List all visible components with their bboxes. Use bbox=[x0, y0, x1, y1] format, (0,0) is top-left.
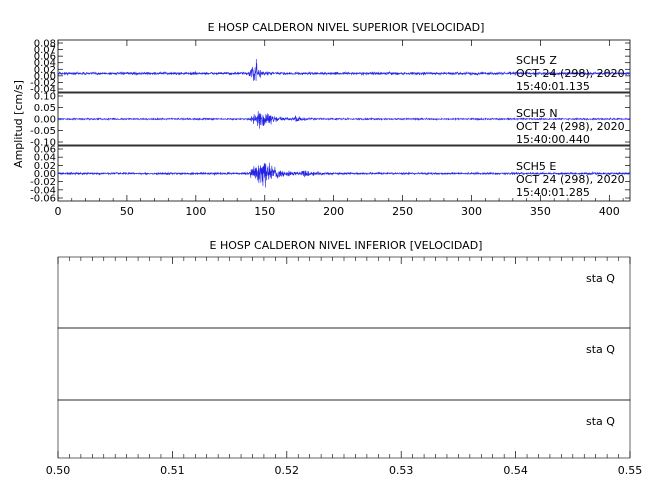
x-tick-label: 0.53 bbox=[389, 464, 414, 477]
y-tick-label: 0.10 bbox=[34, 92, 56, 103]
bottom-trace-panel-3: sta Q bbox=[57, 399, 631, 459]
y-tick-label: 0.02 bbox=[34, 65, 56, 76]
waveform-trace-n bbox=[57, 111, 631, 129]
bottom-trace-panel-2: sta Q bbox=[57, 327, 631, 401]
x-tick-label: 250 bbox=[392, 205, 413, 218]
y-tick-label: 0.00 bbox=[34, 71, 56, 82]
y-tick-label: 0.06 bbox=[34, 145, 56, 156]
x-tick-label: 0.52 bbox=[275, 464, 300, 477]
top-trace-panel-3: 0.060.040.020.00-0.02-0.04-0.06 SCH5 EOCT… bbox=[30, 145, 631, 205]
x-tick-label: 150 bbox=[254, 205, 275, 218]
trace-station-label: SCH5 E bbox=[516, 160, 556, 173]
y-tick-label: 0.04 bbox=[34, 153, 56, 164]
trace-station-label: sta Q bbox=[586, 272, 615, 285]
y-tick-label: 0.06 bbox=[34, 52, 56, 63]
y-tick-label: 0.04 bbox=[34, 58, 56, 69]
waveform-trace-z bbox=[57, 58, 631, 82]
bottom-chart-title: E HOSP CALDERON NIVEL INFERIOR [VELOCIDA… bbox=[210, 239, 483, 252]
waveform-trace-e bbox=[57, 162, 631, 188]
y-tick-label: 0.00 bbox=[34, 169, 56, 180]
trace-station-label: SCH5 Z bbox=[516, 54, 557, 67]
trace-time-label: 15:40:01.135 bbox=[516, 80, 590, 93]
x-tick-label: 350 bbox=[530, 205, 551, 218]
x-tick-label: 0 bbox=[55, 205, 62, 218]
y-tick-label: 0.02 bbox=[34, 161, 56, 172]
x-tick-label: 50 bbox=[120, 205, 134, 218]
y-tick-label: -0.02 bbox=[30, 177, 56, 188]
x-tick-label: 0.54 bbox=[503, 464, 528, 477]
top-chart-title: E HOSP CALDERON NIVEL SUPERIOR [VELOCIDA… bbox=[208, 21, 485, 34]
trace-time-label: 15:40:01.285 bbox=[516, 186, 590, 199]
top-y-axis-label: Amplitud [cm/s] bbox=[12, 80, 25, 168]
panel-frame bbox=[57, 327, 631, 401]
panel-frame bbox=[57, 399, 631, 459]
y-tick-label: -0.02 bbox=[30, 78, 56, 89]
y-tick-label: 0.07 bbox=[34, 45, 56, 56]
trace-date-label: OCT 24 (298), 2020 bbox=[516, 67, 625, 80]
x-tick-label: 300 bbox=[461, 205, 482, 218]
trace-station-label: SCH5 N bbox=[516, 107, 558, 120]
panel-frame bbox=[57, 39, 631, 93]
x-tick-label: 0.50 bbox=[46, 464, 71, 477]
trace-time-label: 15:40:00.440 bbox=[516, 133, 590, 146]
x-tick-label: 400 bbox=[599, 205, 620, 218]
x-tick-label: 0.51 bbox=[160, 464, 185, 477]
y-tick-label: -0.04 bbox=[30, 85, 56, 96]
top-chart: E HOSP CALDERON NIVEL SUPERIOR [VELOCIDA… bbox=[12, 21, 631, 218]
x-tick-label: 200 bbox=[323, 205, 344, 218]
trace-station-label: sta Q bbox=[586, 415, 615, 428]
y-tick-label: 0.00 bbox=[34, 115, 56, 126]
y-tick-label: 0.08 bbox=[34, 39, 56, 50]
y-tick-label: -0.10 bbox=[30, 138, 56, 149]
y-tick-label: -0.04 bbox=[30, 185, 56, 196]
trace-station-label: sta Q bbox=[586, 343, 615, 356]
y-tick-label: -0.06 bbox=[30, 194, 56, 205]
top-trace-panel-1: 0.080.070.060.040.020.00-0.02-0.04 SCH5 Z… bbox=[30, 39, 631, 96]
y-tick-label: -0.05 bbox=[30, 126, 56, 137]
x-tick-label: 0.55 bbox=[618, 464, 643, 477]
x-tick-label: 100 bbox=[185, 205, 206, 218]
y-tick-label: 0.05 bbox=[34, 103, 56, 114]
trace-date-label: OCT 24 (298), 2020 bbox=[516, 173, 625, 186]
trace-date-label: OCT 24 (298), 2020 bbox=[516, 120, 625, 133]
panel-frame bbox=[57, 256, 631, 329]
bottom-trace-panel-1: sta Q bbox=[57, 256, 631, 329]
bottom-chart: E HOSP CALDERON NIVEL INFERIOR [VELOCIDA… bbox=[46, 239, 643, 477]
